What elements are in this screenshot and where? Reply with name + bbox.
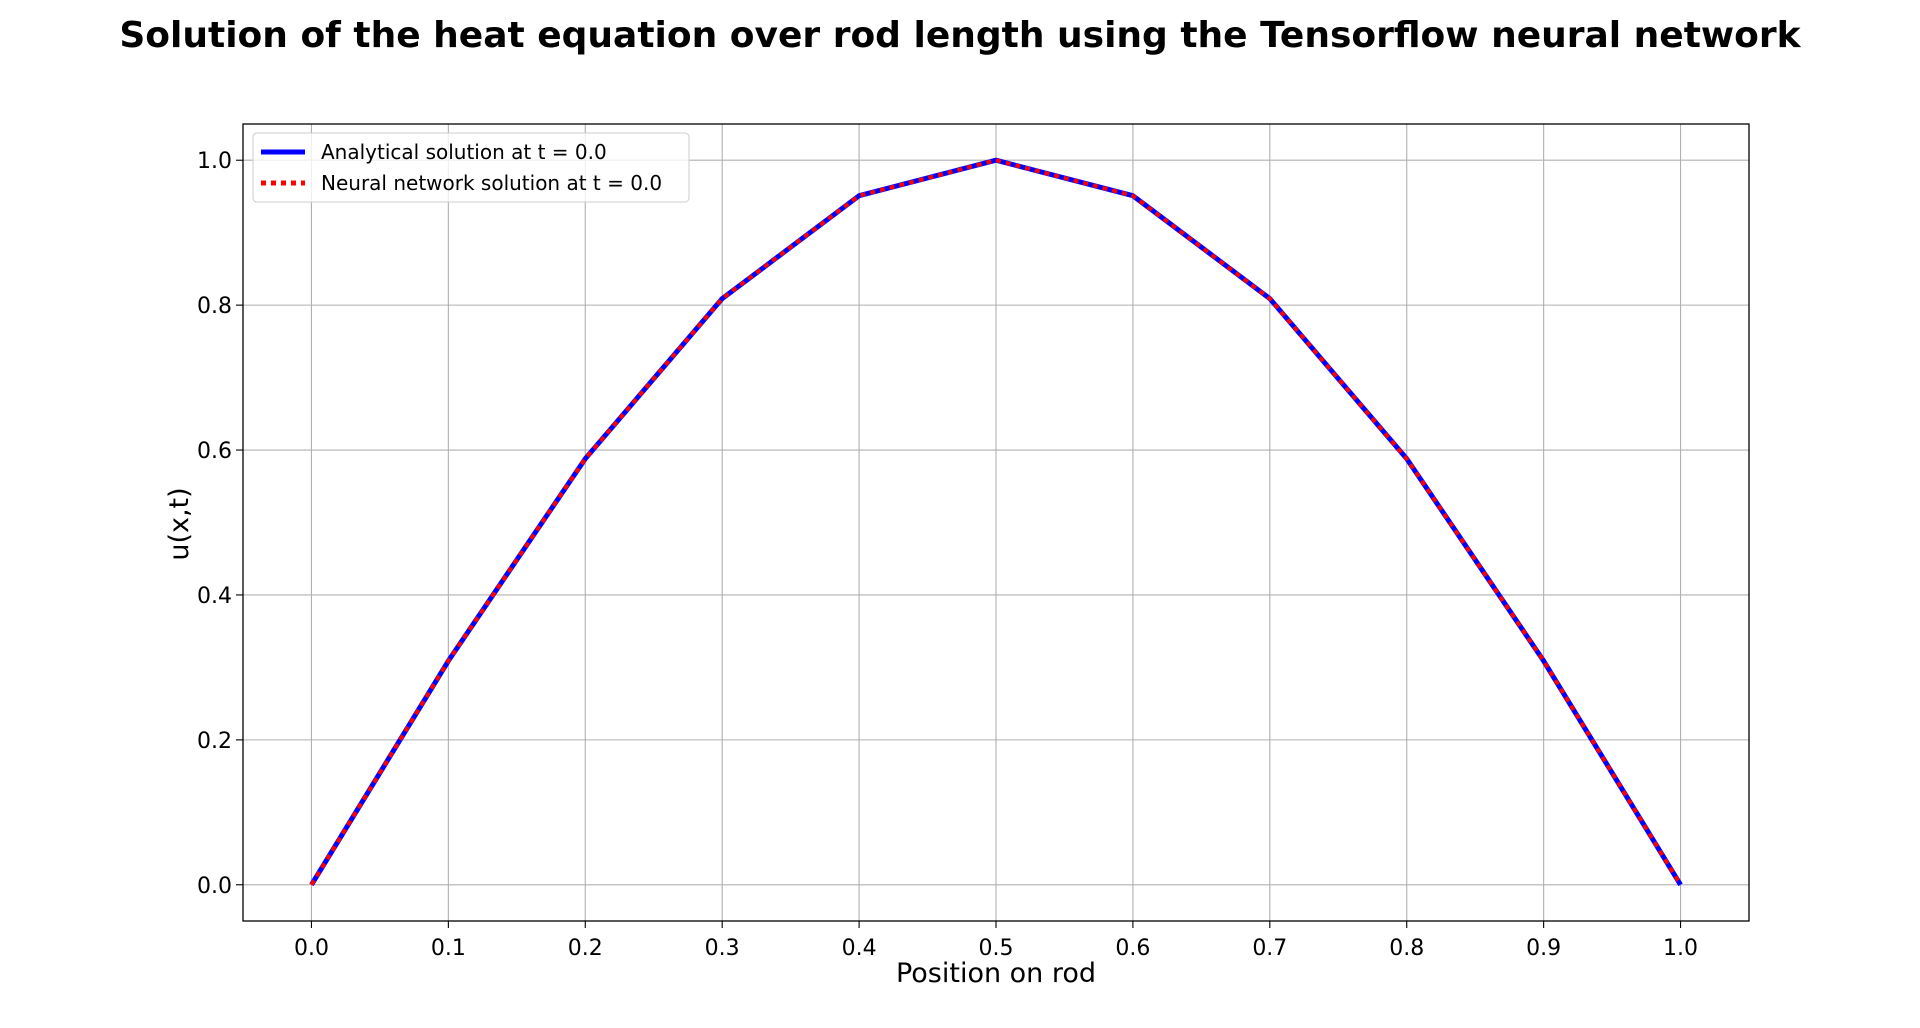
y-tick-label: 0.2: [197, 729, 232, 754]
x-tick-label: 0.4: [842, 936, 877, 961]
x-tick-label: 0.7: [1252, 936, 1287, 961]
x-tick-label: 0.0: [294, 936, 329, 961]
x-tick-label: 0.3: [705, 936, 740, 961]
y-axis-label: u(x,t): [164, 487, 195, 560]
x-tick-label: 0.5: [979, 936, 1014, 961]
y-tick-label: 0.8: [197, 294, 232, 319]
legend-box: [252, 132, 690, 203]
x-tick-label: 1.0: [1663, 936, 1698, 961]
y-tick-label: 0.4: [197, 584, 232, 609]
legend-label-analytical: Analytical solution at t = 0.0: [321, 140, 607, 164]
legend: Analytical solution at t = 0.0 Neural ne…: [252, 132, 690, 203]
x-tick-label: 0.6: [1115, 936, 1150, 961]
x-axis-ticks: 0.0 0.1 0.2 0.3 0.4 0.5 0.6 0.7 0.8 0.9 1.0: [294, 921, 1698, 961]
y-tick-label: 0.0: [197, 874, 232, 899]
x-tick-label: 0.9: [1526, 936, 1561, 961]
x-axis-label: Position on rod: [896, 958, 1096, 989]
chart-title: Solution of the heat equation over rod l…: [119, 15, 1801, 56]
legend-label-neural-network: Neural network solution at t = 0.0: [321, 171, 662, 195]
neural-network-solution-line: [309, 158, 1683, 886]
x-tick-label: 0.2: [568, 936, 603, 961]
y-axis-ticks: 0.0 0.2 0.4 0.6 0.8 1.0: [197, 149, 243, 899]
x-tick-label: 0.8: [1389, 936, 1424, 961]
y-tick-label: 1.0: [197, 149, 232, 174]
grid-lines: [243, 124, 1749, 921]
y-tick-label: 0.6: [197, 439, 232, 464]
series-lines: [309, 157, 1683, 887]
x-tick-label: 0.1: [431, 936, 466, 961]
